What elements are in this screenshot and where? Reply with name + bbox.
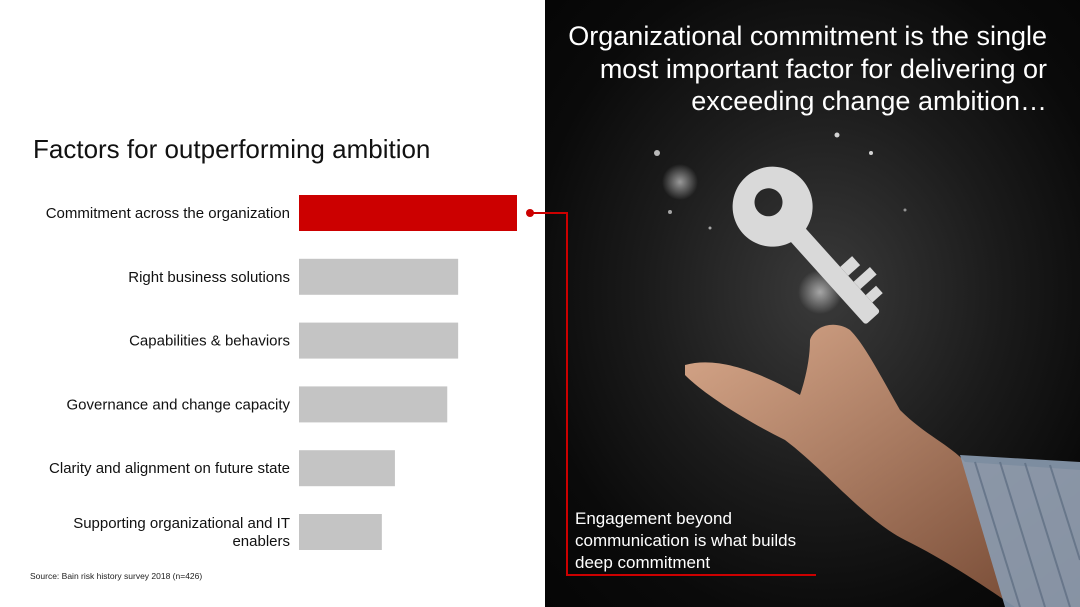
key-over-hand-icon (654, 132, 1080, 607)
bar-2 (299, 258, 459, 295)
bar-6 (299, 514, 382, 550)
source-note: Source: Bain risk history survey 2018 (n… (30, 571, 203, 581)
bar-4 (299, 386, 448, 423)
category-label-6: Supporting organizational and IT enablers (73, 515, 290, 550)
category-label-3: Capabilities & behaviors (129, 333, 290, 350)
category-label-5: Clarity and alignment on future state (49, 460, 290, 477)
chart-panel: Factors for outperforming ambition Sourc… (30, 134, 431, 581)
bar-1 (299, 195, 517, 231)
image-panel: Organizational commitment is the single … (545, 0, 1080, 607)
headline: Organizational commitment is the single … (568, 21, 1047, 116)
bar-5 (299, 450, 395, 487)
bar-3 (299, 322, 459, 359)
callout-text: Engagement beyond communication is what … (575, 509, 797, 572)
chart-title: Factors for outperforming ambition (33, 134, 431, 164)
category-label-4: Governance and change capacity (67, 396, 291, 413)
category-label-2: Right business solutions (128, 269, 290, 286)
connector-line (530, 212, 816, 576)
category-label-1: Commitment across the organization (46, 205, 290, 222)
